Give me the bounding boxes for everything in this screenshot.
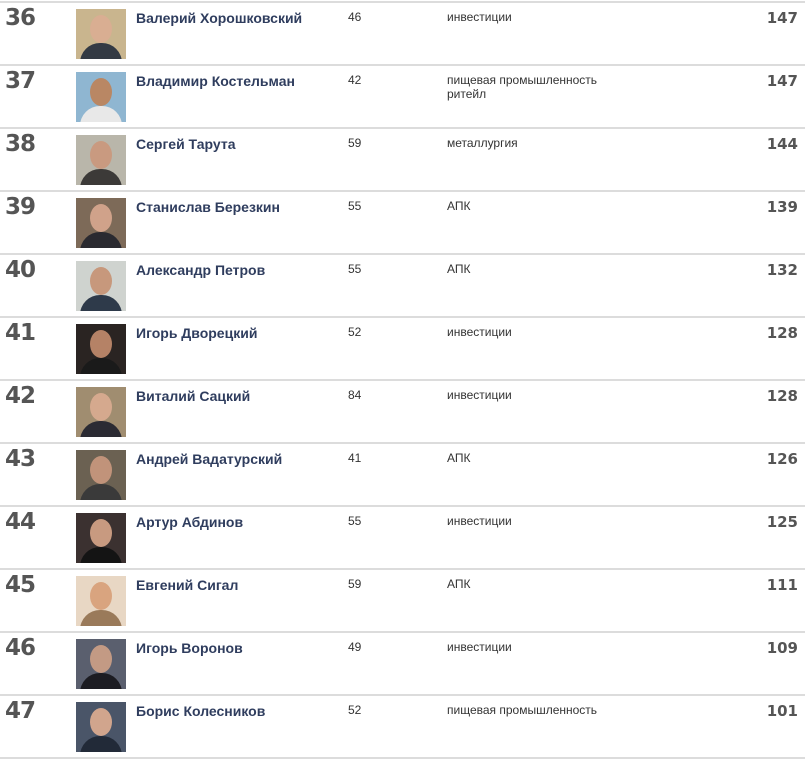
rank: 44	[5, 509, 36, 535]
rank: 45	[5, 572, 36, 598]
industry-line: металлургия	[447, 136, 518, 150]
table-row: 39 Станислав Березкин 55 АПК 139	[0, 190, 805, 253]
age: 59	[348, 136, 362, 150]
person-name-link[interactable]: Виталий Сацкий	[136, 388, 251, 404]
avatar[interactable]	[76, 702, 126, 752]
industry-line: АПК	[447, 577, 471, 591]
industry-line: пищевая промышленность	[447, 703, 598, 717]
industry-line: ритейл	[447, 87, 487, 101]
rank: 46	[5, 635, 36, 661]
industry: АПК	[447, 199, 470, 213]
age: 84	[348, 388, 362, 402]
industry-line: инвестиции	[447, 325, 512, 339]
rank: 41	[5, 320, 36, 346]
person-name-link[interactable]: Андрей Вадатурский	[136, 451, 283, 467]
person-name-link[interactable]: Валерий Хорошковский	[136, 10, 303, 26]
net-worth: 109	[766, 639, 798, 657]
table-row: 41 Игорь Дворецкий 52 инвестиции 128	[0, 316, 805, 379]
table-row: 37 Владимир Костельман 42 пищевая промыш…	[0, 64, 805, 127]
rank: 42	[5, 383, 36, 409]
avatar[interactable]	[76, 513, 126, 563]
avatar[interactable]	[76, 198, 126, 248]
industry: инвестиции	[447, 514, 512, 528]
net-worth: 126	[766, 450, 798, 468]
avatar[interactable]	[76, 387, 126, 437]
rank: 38	[5, 131, 36, 157]
age: 55	[348, 199, 362, 213]
avatar[interactable]	[76, 450, 126, 500]
age: 52	[348, 325, 362, 339]
industry: пищевая промышленность ритейл	[447, 73, 597, 101]
person-name-link[interactable]: Игорь Воронов	[136, 640, 243, 656]
person-name-link[interactable]: Александр Петров	[136, 262, 266, 278]
age: 46	[348, 10, 362, 24]
industry: инвестиции	[447, 325, 512, 339]
age: 59	[348, 577, 362, 591]
table-row: 44 Артур Абдинов 55 инвестиции 125	[0, 505, 805, 568]
table-row: 36 Валерий Хорошковский 46 инвестиции 14…	[0, 1, 805, 64]
industry: металлургия	[447, 136, 518, 150]
age: 55	[348, 514, 362, 528]
industry: АПК	[447, 577, 470, 591]
table-row: 38 Сергей Тарута 59 металлургия 144	[0, 127, 805, 190]
person-name-link[interactable]: Игорь Дворецкий	[136, 325, 258, 341]
avatar[interactable]	[76, 576, 126, 626]
avatar[interactable]	[76, 9, 126, 59]
industry: инвестиции	[447, 388, 512, 402]
industry: инвестиции	[447, 640, 512, 654]
person-name-link[interactable]: Сергей Тарута	[136, 136, 236, 152]
industry: АПК	[447, 262, 470, 276]
person-name-link[interactable]: Евгений Сигал	[136, 577, 239, 593]
avatar[interactable]	[76, 324, 126, 374]
rank: 40	[5, 257, 36, 283]
rank: 37	[5, 68, 36, 94]
net-worth: 147	[766, 9, 798, 27]
industry-line: инвестиции	[447, 10, 512, 24]
net-worth: 128	[766, 324, 798, 342]
rank: 47	[5, 698, 36, 724]
net-worth: 139	[766, 198, 798, 216]
industry-line: АПК	[447, 451, 471, 465]
age: 55	[348, 262, 362, 276]
net-worth: 125	[766, 513, 798, 531]
net-worth: 128	[766, 387, 798, 405]
rank: 43	[5, 446, 36, 472]
industry-line: инвестиции	[447, 388, 512, 402]
table-row: 43 Андрей Вадатурский 41 АПК 126	[0, 442, 805, 505]
table-row: 46 Игорь Воронов 49 инвестиции 109	[0, 631, 805, 694]
avatar[interactable]	[76, 639, 126, 689]
person-name-link[interactable]: Борис Колесников	[136, 703, 266, 719]
net-worth: 101	[766, 702, 798, 720]
rank: 39	[5, 194, 36, 220]
avatar[interactable]	[76, 72, 126, 122]
age: 41	[348, 451, 362, 465]
net-worth: 144	[766, 135, 798, 153]
industry: инвестиции	[447, 10, 512, 24]
table-row: 42 Виталий Сацкий 84 инвестиции 128	[0, 379, 805, 442]
age: 49	[348, 640, 362, 654]
industry-line: пищевая промышленность	[447, 73, 598, 87]
person-name-link[interactable]: Владимир Костельман	[136, 73, 295, 89]
net-worth: 132	[766, 261, 798, 279]
person-name-link[interactable]: Артур Абдинов	[136, 514, 244, 530]
table-row: 47 Борис Колесников 52 пищевая промышлен…	[0, 694, 805, 759]
rank: 36	[5, 5, 36, 31]
industry-line: инвестиции	[447, 514, 512, 528]
age: 52	[348, 703, 362, 717]
avatar[interactable]	[76, 135, 126, 185]
industry-line: АПК	[447, 199, 471, 213]
table-row: 40 Александр Петров 55 АПК 132	[0, 253, 805, 316]
age: 42	[348, 73, 362, 87]
net-worth: 147	[766, 72, 798, 90]
table-row: 45 Евгений Сигал 59 АПК 111	[0, 568, 805, 631]
net-worth: 111	[766, 576, 798, 594]
industry-line: АПК	[447, 262, 471, 276]
industry: пищевая промышленность	[447, 703, 597, 717]
industry: АПК	[447, 451, 470, 465]
avatar[interactable]	[76, 261, 126, 311]
person-name-link[interactable]: Станислав Березкин	[136, 199, 280, 215]
industry-line: инвестиции	[447, 640, 512, 654]
